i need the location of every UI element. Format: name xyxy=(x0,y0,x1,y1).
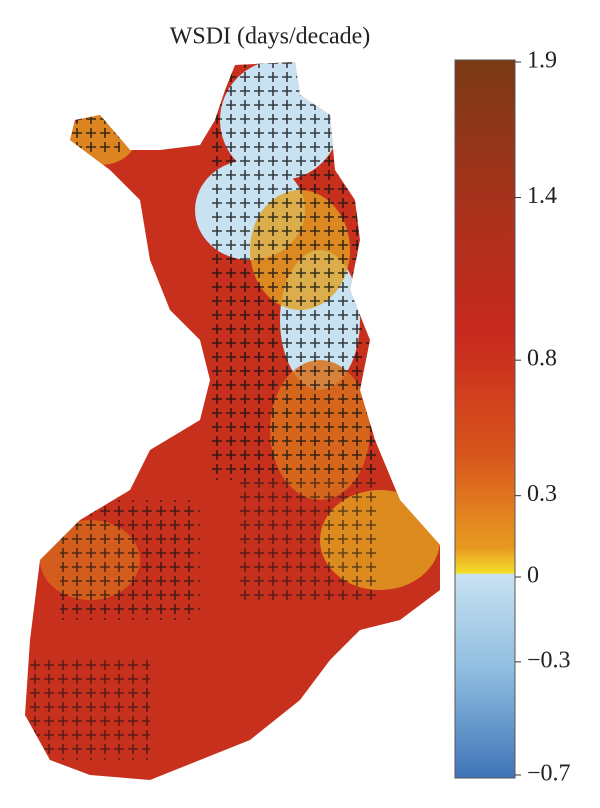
colorbar-tick-label: 0 xyxy=(527,563,539,589)
colorbar-tick-label: 0.8 xyxy=(527,346,557,372)
colorbar-tick-label: 1.4 xyxy=(527,183,557,209)
colorbar-tick-label: −0.7 xyxy=(527,761,571,787)
colorbar-tick-label: 0.3 xyxy=(527,481,557,507)
colorbar-tick-label: 1.9 xyxy=(527,48,557,74)
map-title: WSDI (days/decade) xyxy=(170,24,371,50)
colorbar-tick-label: −0.3 xyxy=(527,647,571,673)
colorbar xyxy=(454,59,516,779)
finland-map xyxy=(25,62,440,780)
